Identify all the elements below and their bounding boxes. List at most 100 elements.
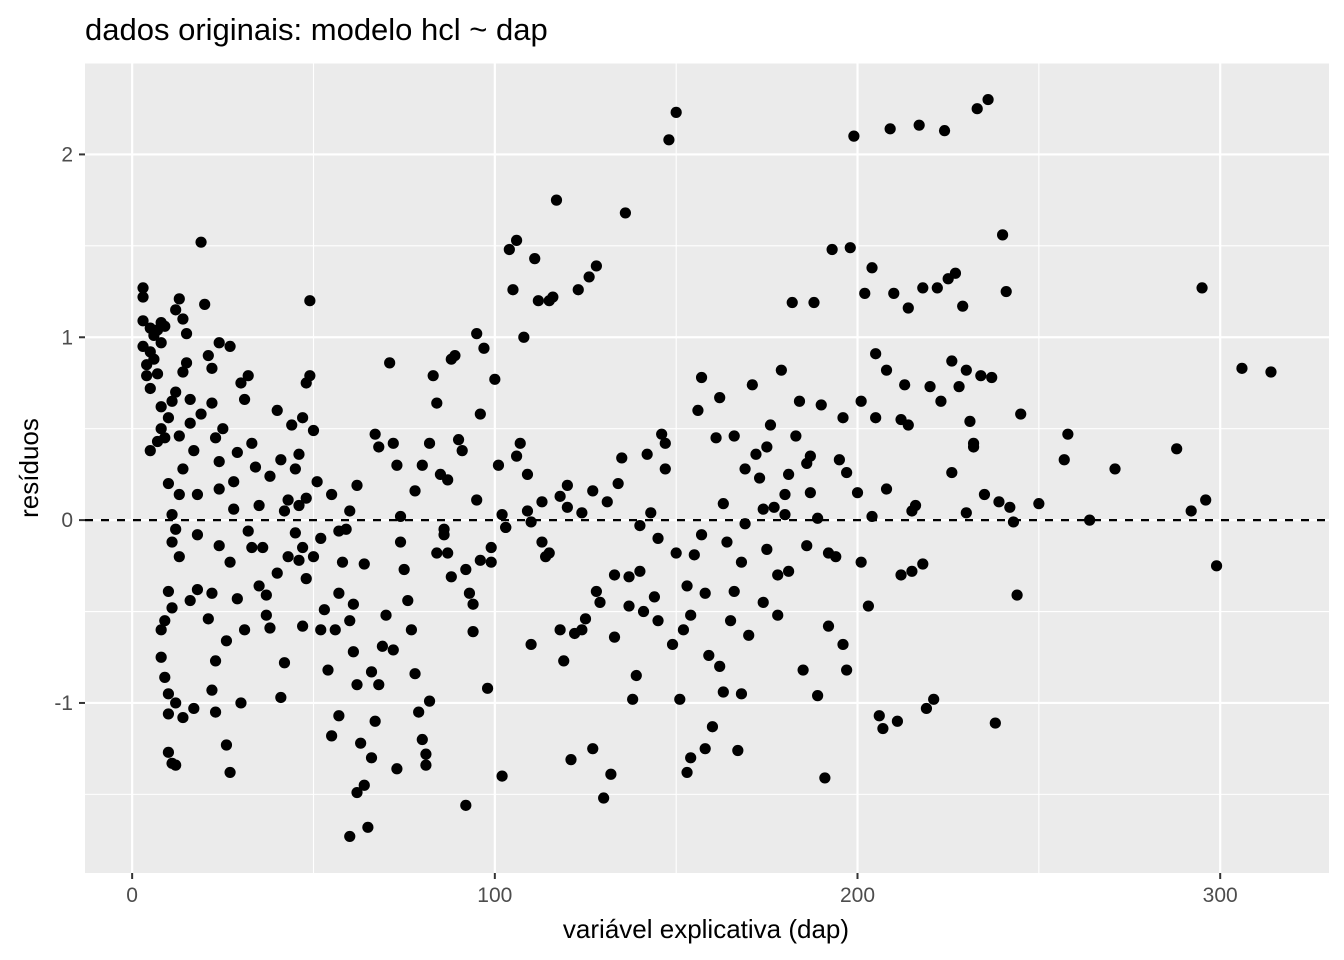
data-point xyxy=(848,130,860,142)
data-point xyxy=(844,242,856,254)
data-point xyxy=(670,106,682,118)
data-point xyxy=(177,313,189,325)
data-point xyxy=(184,417,196,429)
data-point xyxy=(137,315,149,327)
data-point xyxy=(576,507,588,519)
data-point xyxy=(1236,362,1248,374)
data-point xyxy=(170,523,182,535)
y-tick-label: 0 xyxy=(61,509,73,532)
data-point xyxy=(888,287,900,299)
data-point xyxy=(231,593,243,605)
data-point xyxy=(739,518,751,530)
data-point xyxy=(637,605,650,618)
data-point xyxy=(670,547,682,559)
data-point xyxy=(467,626,479,638)
data-point xyxy=(315,624,327,636)
data-point xyxy=(329,624,341,636)
data-point xyxy=(804,487,816,499)
data-point xyxy=(213,483,225,495)
data-point xyxy=(413,706,425,718)
data-point xyxy=(946,355,958,367)
data-point xyxy=(525,638,537,651)
data-point xyxy=(249,461,262,473)
data-point xyxy=(746,379,758,391)
data-points xyxy=(137,93,1277,843)
data-point xyxy=(420,748,432,760)
data-point xyxy=(550,194,563,206)
data-point xyxy=(1265,366,1277,378)
data-point xyxy=(917,282,929,294)
data-point xyxy=(347,646,359,658)
data-point xyxy=(699,743,711,755)
chart-title: dados originais: modelo hcl ~ dap xyxy=(85,12,548,47)
data-point xyxy=(228,476,240,488)
data-point xyxy=(685,609,697,621)
data-point xyxy=(188,445,200,457)
data-point xyxy=(627,693,639,705)
data-point xyxy=(558,655,570,667)
data-point xyxy=(474,408,486,420)
data-point xyxy=(322,664,334,676)
data-point xyxy=(717,498,729,510)
data-point xyxy=(496,509,508,521)
data-point xyxy=(623,571,635,583)
data-point xyxy=(946,466,958,479)
data-point xyxy=(278,657,291,669)
data-point xyxy=(826,243,838,256)
data-point xyxy=(703,649,715,662)
data-point xyxy=(547,291,559,303)
data-point xyxy=(405,624,418,636)
data-point xyxy=(735,688,748,700)
data-point xyxy=(554,490,566,502)
data-point xyxy=(786,296,798,309)
data-point xyxy=(474,554,486,566)
data-point xyxy=(416,733,428,746)
data-point xyxy=(159,615,171,627)
data-point xyxy=(572,284,584,296)
data-point xyxy=(598,792,610,804)
data-point xyxy=(289,463,301,475)
data-point xyxy=(253,499,265,512)
data-point xyxy=(510,234,523,246)
data-point xyxy=(685,752,697,764)
data-point xyxy=(449,349,461,362)
data-point xyxy=(783,468,795,480)
data-point xyxy=(144,382,156,395)
data-point xyxy=(271,404,283,417)
data-point xyxy=(514,437,526,449)
data-point xyxy=(492,459,505,471)
data-point xyxy=(779,488,791,501)
data-point xyxy=(460,799,472,811)
data-point xyxy=(521,468,534,480)
data-point xyxy=(554,624,566,636)
data-point xyxy=(141,370,153,382)
data-point xyxy=(960,364,972,376)
y-tick-label: 1 xyxy=(61,326,73,349)
data-point xyxy=(380,609,392,621)
data-point xyxy=(681,766,693,779)
data-point xyxy=(463,587,476,599)
data-point xyxy=(235,377,247,389)
data-point xyxy=(398,563,410,576)
data-point xyxy=(634,519,646,532)
data-point xyxy=(170,304,182,316)
data-point xyxy=(935,395,947,407)
data-point xyxy=(761,441,773,453)
data-point xyxy=(735,556,748,568)
data-point xyxy=(902,302,914,314)
data-point xyxy=(170,759,182,771)
data-point xyxy=(275,691,287,704)
data-point xyxy=(710,432,722,444)
data-point xyxy=(1015,408,1027,420)
data-point xyxy=(1185,505,1197,517)
data-point xyxy=(170,386,182,398)
data-point xyxy=(326,730,338,742)
x-tick-label: 300 xyxy=(1203,884,1238,907)
data-point xyxy=(743,629,755,641)
data-point xyxy=(837,638,849,651)
data-point xyxy=(884,123,896,135)
data-point xyxy=(841,664,853,676)
data-point xyxy=(224,766,236,779)
data-point xyxy=(242,370,254,382)
data-point xyxy=(409,485,421,497)
